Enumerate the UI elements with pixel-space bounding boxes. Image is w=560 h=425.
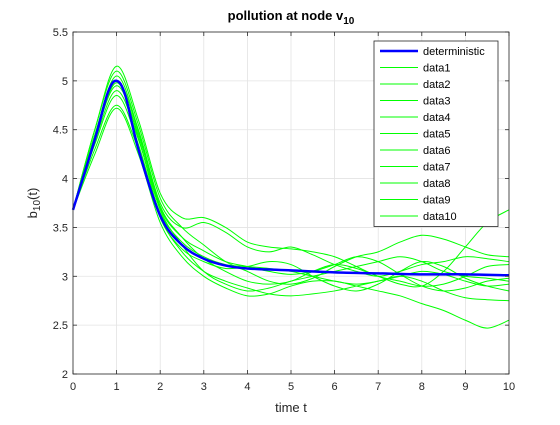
y-axis-label: b10(t): [25, 188, 43, 219]
legend-label-data5: data5: [423, 129, 451, 141]
x-axis-label: time t: [275, 400, 307, 415]
chart-title: pollution at node v10: [228, 8, 355, 27]
y-tick-label: 5: [62, 76, 68, 88]
ticks: 0 1 2 3 4 5 6 7 8 9 10 2 2.5 3 3.5 4 4.5 5 5.5: [53, 27, 515, 393]
y-axis-label-main: b: [25, 211, 40, 218]
x-tick-label: 2: [157, 381, 163, 393]
legend-label-data4: data4: [423, 112, 451, 124]
series-line-data9: [72, 82, 510, 302]
y-tick-label: 3.5: [53, 222, 68, 234]
y-tick-label: 4.5: [53, 125, 68, 137]
series-line-deterministic: [71, 79, 510, 277]
series-layer: [71, 65, 510, 329]
y-tick-label: 4: [62, 174, 68, 186]
x-tick-label: 0: [70, 381, 76, 393]
legend: deterministic data1 data2 data3 data4 data5 da…: [373, 40, 499, 227]
series-line-data6: [72, 65, 510, 287]
x-tick-label: 5: [288, 381, 294, 393]
series-line-data5: [72, 95, 510, 292]
legend-label-data3: data3: [423, 96, 451, 108]
legend-label-data1: data1: [423, 63, 451, 75]
legend-label-deterministic: deterministic: [423, 46, 485, 58]
x-tick-label: 10: [503, 381, 515, 393]
y-tick-label: 2: [62, 369, 68, 381]
x-tick-label: 3: [201, 381, 207, 393]
x-tick-label: 9: [462, 381, 468, 393]
chart-title-main: pollution at node v: [228, 8, 344, 23]
x-tick-label: 6: [332, 381, 338, 393]
legend-label-data2: data2: [423, 79, 451, 91]
x-tick-label: 4: [244, 381, 250, 393]
y-axis-label-tail: (t): [25, 188, 40, 200]
series-line-data1: [72, 85, 510, 292]
legend-label-data7: data7: [423, 162, 451, 174]
x-tick-label: 1: [114, 381, 120, 393]
chart-title-subscript: 10: [343, 16, 355, 27]
x-tick-label: 8: [419, 381, 425, 393]
y-tick-label: 2.5: [53, 320, 68, 332]
legend-label-data9: data9: [423, 195, 451, 207]
series-line-data2: [72, 70, 510, 285]
series-line-data4: [72, 75, 510, 277]
legend-label-data10: data10: [423, 211, 457, 223]
x-tick-label: 7: [375, 381, 381, 393]
legend-label-data6: data6: [423, 145, 451, 157]
y-axis-label-subscript: 10: [32, 200, 43, 212]
y-tick-label: 5.5: [53, 27, 68, 39]
y-tick-label: 3: [62, 271, 68, 283]
legend-label-data8: data8: [423, 178, 451, 190]
series-line-data10: [72, 80, 510, 288]
